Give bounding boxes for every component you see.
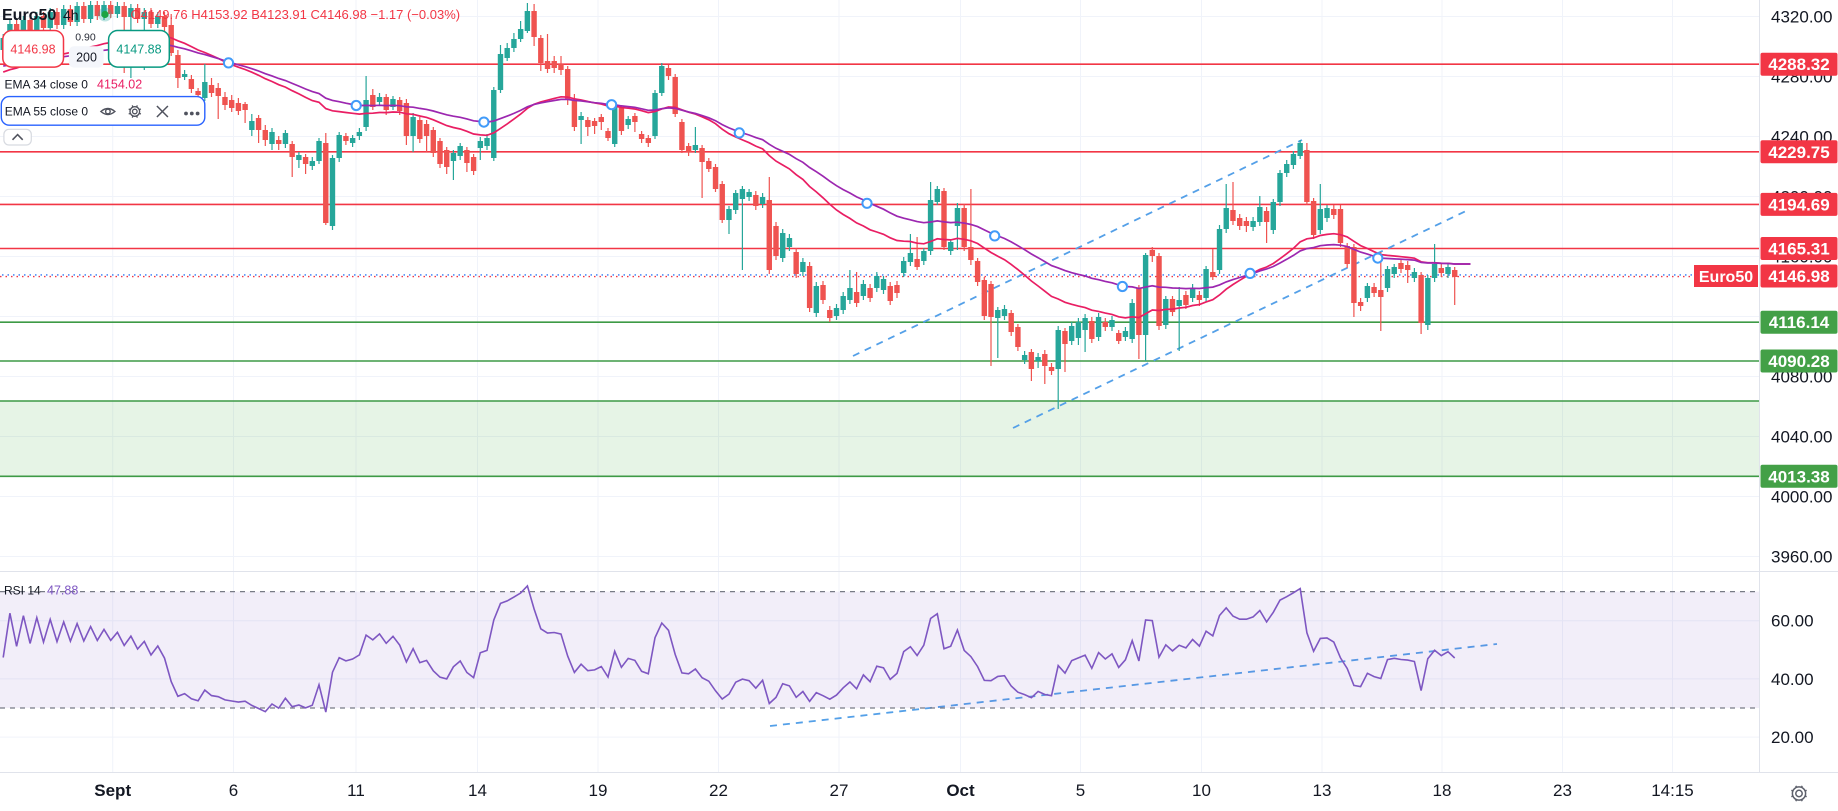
svg-text:4165.31: 4165.31 [1768,240,1829,259]
svg-text:18: 18 [1433,781,1452,800]
svg-text:22: 22 [709,781,728,800]
svg-text:3960.00: 3960.00 [1771,548,1832,567]
svg-text:RSI 14: RSI 14 [4,584,41,598]
svg-text:O4149.76 H4153.92 B4123.91 C41: O4149.76 H4153.92 B4123.91 C4146.98 −1.1… [131,7,461,22]
svg-text:14: 14 [468,781,487,800]
svg-text:4116.14: 4116.14 [1769,313,1830,332]
svg-text:19: 19 [589,781,608,800]
svg-text:0.90: 0.90 [75,31,96,43]
svg-text:14:15: 14:15 [1651,781,1694,800]
svg-text:40.00: 40.00 [1771,670,1814,689]
svg-text:Euro50: Euro50 [2,7,56,24]
svg-text:4146.98: 4146.98 [10,43,55,57]
svg-text:4288.32: 4288.32 [1768,55,1829,74]
svg-text:27: 27 [830,781,849,800]
svg-text:47.88: 47.88 [47,584,78,598]
svg-text:11: 11 [347,781,365,800]
svg-text:4147.88: 4147.88 [116,43,161,57]
svg-text:4146.98: 4146.98 [1768,267,1829,286]
svg-text:Euro50: Euro50 [1699,269,1753,286]
svg-text:4040.00: 4040.00 [1771,428,1832,447]
svg-text:EMA 34 close 0: EMA 34 close 0 [5,78,89,92]
svg-text:4090.28: 4090.28 [1768,352,1829,371]
svg-text:4194.69: 4194.69 [1768,195,1829,214]
svg-text:Sept: Sept [94,781,131,800]
svg-text:10: 10 [1192,781,1211,800]
svg-text:4000.00: 4000.00 [1771,488,1832,507]
svg-text:200: 200 [76,51,97,65]
svg-text:60.00: 60.00 [1771,612,1814,631]
svg-text:13: 13 [1313,781,1332,800]
svg-text:20.00: 20.00 [1771,728,1814,747]
svg-text:EMA 55 close 0: EMA 55 close 0 [5,105,89,119]
svg-text:4154.02: 4154.02 [97,78,142,92]
svg-text:23: 23 [1553,781,1572,800]
svg-text:4013.38: 4013.38 [1768,467,1829,486]
svg-text:6: 6 [229,781,238,800]
svg-text:4229.75: 4229.75 [1768,143,1829,162]
svg-text:5: 5 [1076,781,1085,800]
svg-text:4h: 4h [63,7,79,23]
svg-text:Oct: Oct [946,781,975,800]
svg-text:4320.00: 4320.00 [1771,8,1832,27]
